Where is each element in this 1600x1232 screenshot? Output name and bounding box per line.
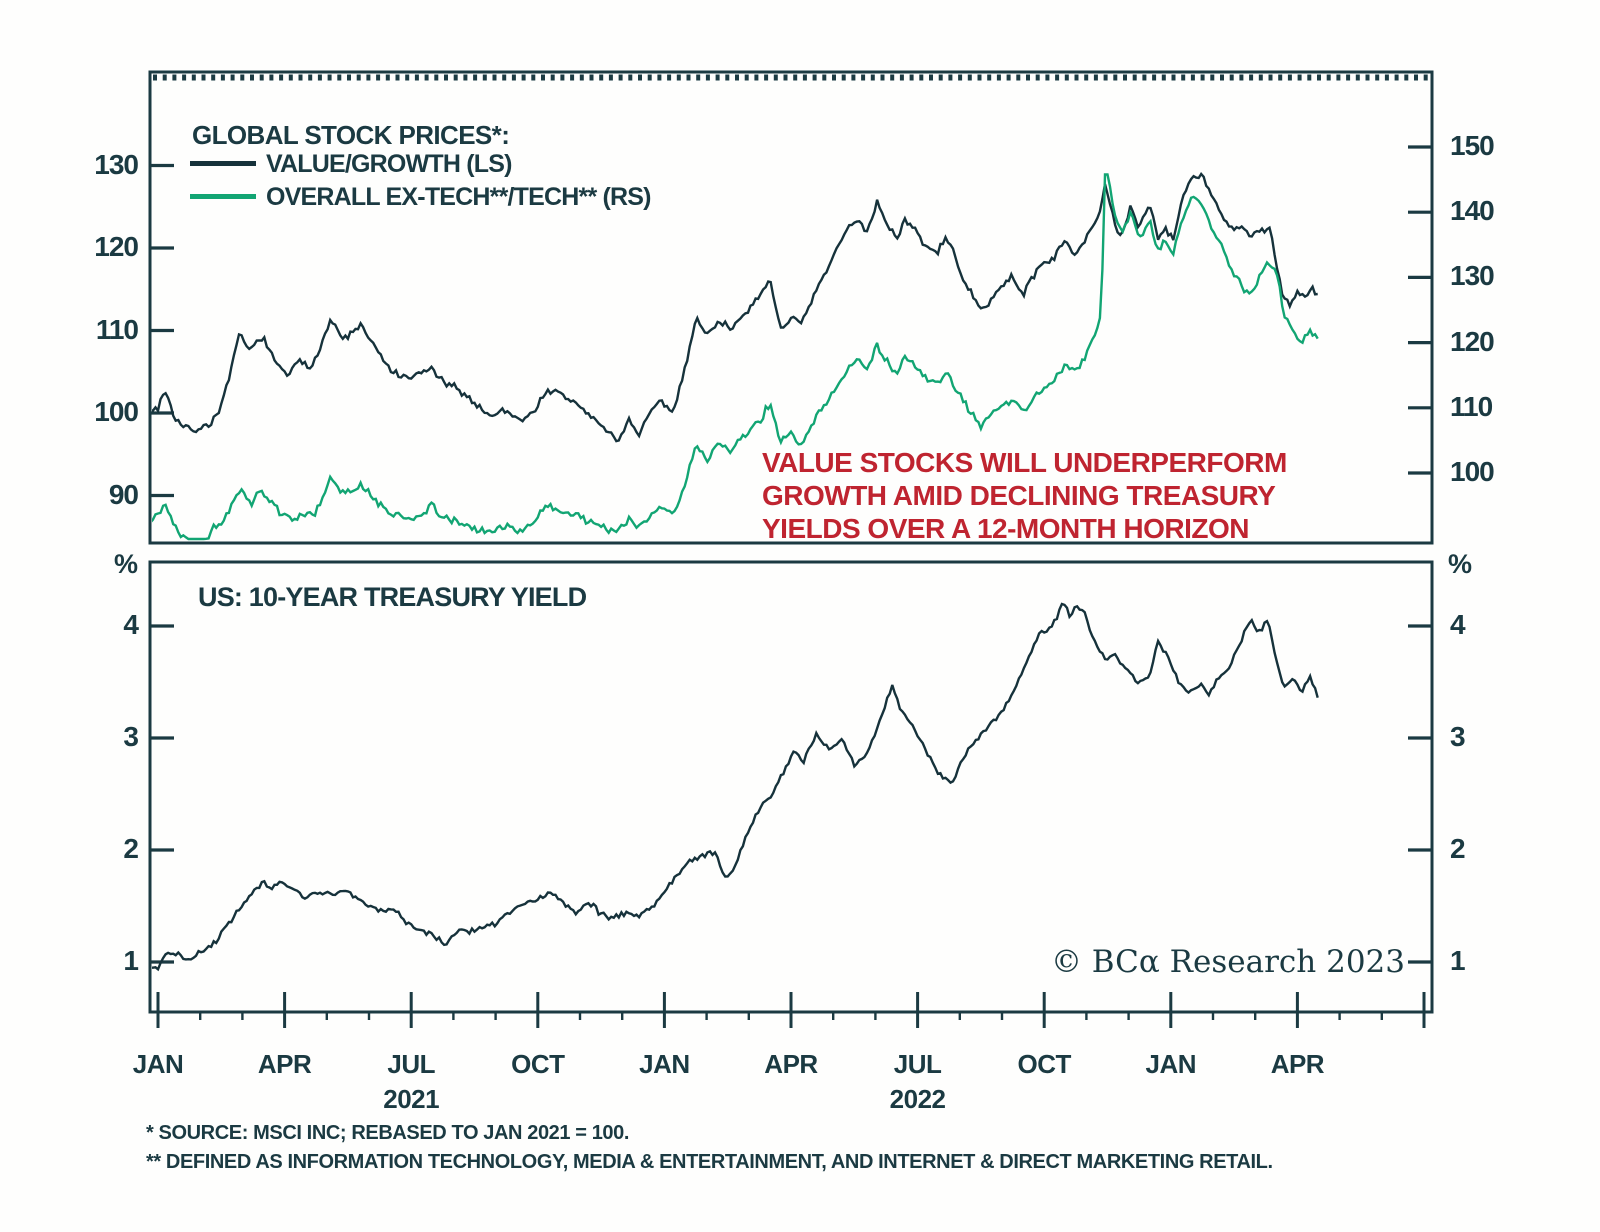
x-axis-month-label-0: JAN [132, 1049, 184, 1079]
footnotes: * SOURCE: MSCI INC; REBASED TO JAN 2021 … [146, 1119, 1273, 1177]
bottom-right-axis-tick-2: 2 [1450, 833, 1466, 864]
legend-title: GLOBAL STOCK PRICES*: [192, 120, 510, 150]
top-right-axis-tick-130: 130 [1450, 260, 1495, 292]
treasury-yield-line [152, 602, 1319, 972]
x-axis-month-label-4: JAN [639, 1049, 690, 1079]
copyright-notice: © BCα Research 2023 [1050, 944, 1405, 980]
bottom-right-axis-tick-4: 4 [1450, 609, 1466, 640]
legend-label-extech-tech: OVERALL EX-TECH**/TECH** (RS) [266, 183, 652, 211]
top-left-axis-tick-90: 90 [108, 478, 139, 510]
top-left-axis-tick-130: 130 [94, 148, 139, 180]
extech-tech-line-swatch [190, 194, 256, 199]
x-axis-month-label-6: JUL [893, 1049, 942, 1079]
x-axis-year-label-1: 2022 [889, 1084, 946, 1114]
x-axis-month-label-3: OCT [511, 1049, 565, 1079]
bottom-right-axis-tick-1: 1 [1450, 945, 1466, 976]
top-left-axis-tick-120: 120 [94, 231, 139, 262]
top-left-axis-tick-100: 100 [94, 396, 139, 427]
percent-axis-label-right: % [1448, 549, 1473, 579]
x-axis-month-label-9: APR [1270, 1049, 1325, 1079]
bottom-left-axis-tick-3: 3 [123, 721, 139, 752]
x-axis-month-label-7: OCT [1017, 1049, 1071, 1079]
forecast-annotation: VALUE STOCKS WILL UNDERPERFORM GROWTH AM… [762, 446, 1287, 545]
value-growth-line [152, 172, 1318, 443]
bottom-left-axis-tick-4: 4 [123, 609, 139, 640]
bottom-panel-title: US: 10-YEAR TREASURY YIELD [198, 582, 587, 612]
annotation-line-3: YIELDS OVER A 12-MONTH HORIZON [762, 513, 1249, 544]
legend-label-value-growth: VALUE/GROWTH (LS) [266, 150, 512, 178]
x-axis-month-label-2: JUL [387, 1049, 435, 1079]
top-right-axis-tick-140: 140 [1450, 195, 1495, 227]
top-right-axis-tick-150: 150 [1450, 130, 1495, 161]
x-axis-month-label-1: APR [257, 1049, 312, 1079]
top-right-axis-tick-120: 120 [1450, 325, 1495, 357]
bottom-right-axis-tick-3: 3 [1450, 721, 1466, 752]
x-axis-month-label-5: APR [764, 1049, 818, 1079]
x-axis-month-label-8: JAN [1145, 1049, 1197, 1079]
percent-axis-label-left: % [113, 549, 138, 579]
bottom-left-axis-tick-1: 1 [123, 945, 139, 976]
extech-tech-line [152, 173, 1319, 541]
top-left-axis-tick-110: 110 [95, 313, 139, 345]
x-axis-year-label-0: 2021 [383, 1084, 440, 1114]
top-right-axis-tick-110: 110 [1450, 390, 1493, 422]
annotation-line-2: GROWTH AMID DECLINING TREASURY [762, 480, 1276, 511]
annotation-line-1: VALUE STOCKS WILL UNDERPERFORM [762, 447, 1287, 478]
footnote-source: * SOURCE: MSCI INC; REBASED TO JAN 2021 … [146, 1122, 630, 1144]
footnote-definition: ** DEFINED AS INFORMATION TECHNOLOGY, ME… [146, 1151, 1273, 1173]
bottom-left-axis-tick-2: 2 [123, 833, 139, 864]
top-right-axis-tick-100: 100 [1450, 456, 1495, 487]
value-growth-line-swatch [190, 161, 256, 166]
